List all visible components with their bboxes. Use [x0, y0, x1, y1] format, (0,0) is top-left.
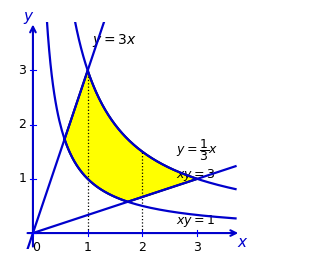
Text: $xy = 3$: $xy = 3$: [176, 166, 216, 183]
Text: 0: 0: [32, 241, 40, 254]
Text: 1: 1: [84, 241, 92, 254]
Text: $x$: $x$: [237, 235, 248, 250]
Text: $y$: $y$: [23, 10, 34, 26]
Text: 2: 2: [19, 118, 26, 131]
Text: 1: 1: [19, 172, 26, 185]
Polygon shape: [65, 70, 197, 202]
Text: $y = 3x$: $y = 3x$: [92, 32, 137, 49]
Text: 2: 2: [138, 241, 146, 254]
Text: $xy = 1$: $xy = 1$: [176, 213, 216, 229]
Text: $y = \dfrac{1}{3}x$: $y = \dfrac{1}{3}x$: [176, 137, 218, 163]
Text: 3: 3: [19, 64, 26, 77]
Text: 3: 3: [193, 241, 201, 254]
